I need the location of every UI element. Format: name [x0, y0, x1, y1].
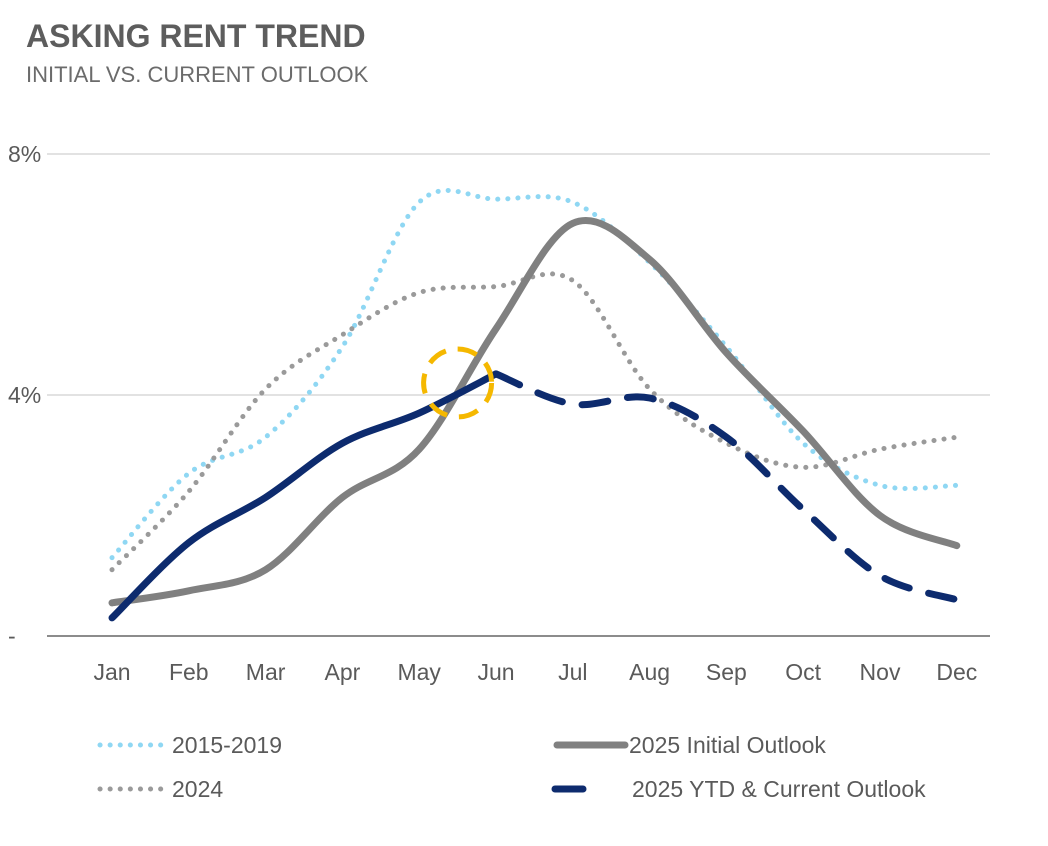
legend-label-2024: 2024 [172, 776, 223, 802]
highlight-circle [421, 346, 495, 420]
legend-label-2025-initial-outlook: 2025 Initial Outlook [629, 732, 826, 758]
legend-label-2025-ytd-current-outlook: 2025 YTD & Current Outlook [632, 776, 926, 802]
y-tick-label: - [8, 623, 16, 649]
chart-subtitle: INITIAL VS. CURRENT OUTLOOK [26, 62, 369, 87]
series-line-2025-ytd-current-outlook-outlook [492, 370, 961, 604]
series-line-2025-ytd-current-outlook-ytd [108, 370, 500, 622]
x-tick-label: Jul [558, 659, 587, 685]
x-tick-label: Feb [169, 659, 209, 685]
x-tick-label: Nov [860, 659, 901, 685]
x-tick-label: Sep [706, 659, 747, 685]
series-line-2015-2019 [109, 188, 960, 561]
x-tick-label: Aug [629, 659, 670, 685]
x-tick-label: Apr [325, 659, 361, 685]
x-tick-label: May [397, 659, 441, 685]
x-tick-label: Jan [93, 659, 130, 685]
series-line-2024 [109, 271, 960, 573]
legend-label-2015-2019: 2015-2019 [172, 732, 282, 758]
x-tick-label: Jun [477, 659, 514, 685]
chart-title: ASKING RENT TREND [26, 18, 366, 54]
x-tick-label: Mar [246, 659, 286, 685]
x-tick-label: Oct [785, 659, 821, 685]
x-tick-label: Dec [936, 659, 977, 685]
series-line-2025-initial-outlook [108, 217, 961, 607]
y-tick-label: 8% [8, 141, 41, 167]
y-tick-label: 4% [8, 382, 41, 408]
